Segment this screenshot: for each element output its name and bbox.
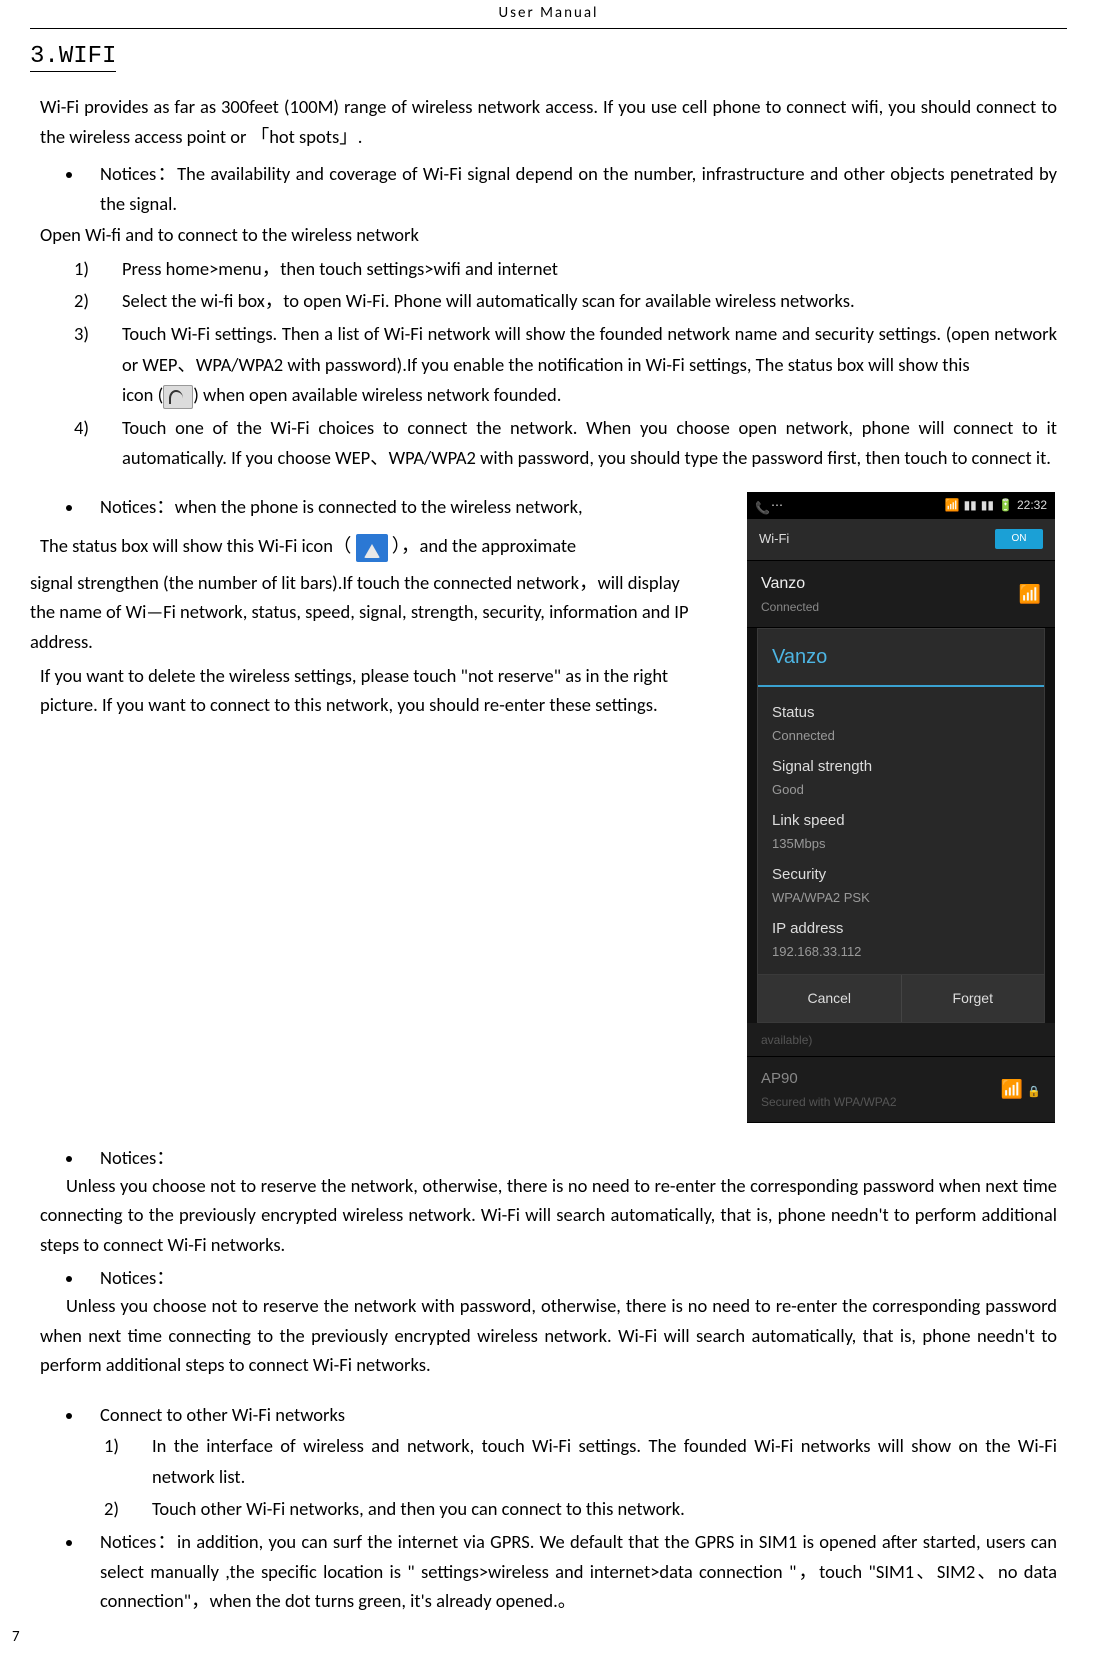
other-step-number-2: 2) bbox=[100, 1494, 152, 1524]
cancel-button[interactable]: Cancel bbox=[758, 975, 902, 1021]
section-title: 3.WIFI bbox=[30, 43, 116, 72]
notice-1: Notices：The availability and coverage of… bbox=[100, 159, 1057, 218]
bullet-icon bbox=[66, 505, 72, 511]
wifi-toggle[interactable]: ON bbox=[995, 529, 1043, 549]
step-4: Touch one of the Wi-Fi choices to connec… bbox=[122, 413, 1057, 474]
field-ip-value: 192.168.33.112 bbox=[772, 942, 1030, 963]
step-number-1: 1) bbox=[70, 254, 122, 284]
field-speed-value: 135Mbps bbox=[772, 834, 1030, 855]
wifi-strength-icon: 📶 bbox=[1019, 580, 1041, 609]
field-ip-label: IP address bbox=[772, 917, 1030, 941]
delete-paragraph: If you want to delete the wireless setti… bbox=[40, 661, 700, 720]
status-line-after: ），and the approximate bbox=[392, 534, 576, 557]
wifi-strength-icon: 📶🔒 bbox=[1001, 1075, 1041, 1104]
wifi-connected-icon bbox=[356, 534, 388, 562]
intro-paragraph: Wi-Fi provides as far as 300feet (100M) … bbox=[40, 92, 1057, 151]
notice-3-text: Unless you choose not to reserve the net… bbox=[40, 1171, 1057, 1260]
signal-icon: ▮▮ bbox=[964, 496, 977, 515]
other-step-1: In the interface of wireless and network… bbox=[152, 1431, 1057, 1492]
page-header: User Manual bbox=[30, 0, 1067, 29]
field-security-value: WPA/WPA2 PSK bbox=[772, 888, 1030, 909]
section-name: WIFI bbox=[59, 43, 117, 70]
lock-icon: 🔒 bbox=[1023, 1086, 1041, 1098]
other-step-number-1: 1) bbox=[100, 1431, 152, 1461]
connected-network-sub: Connected bbox=[761, 598, 819, 617]
battery-icon: 🔋 bbox=[998, 496, 1013, 515]
bullet-icon bbox=[66, 172, 72, 178]
other-network-name: AP90 bbox=[761, 1067, 897, 1091]
notice-4-text: Unless you choose not to reserve the net… bbox=[40, 1291, 1057, 1380]
open-wifi-line: Open Wi-fi and to connect to the wireles… bbox=[40, 220, 1057, 250]
phone-screenshot: 📞 ⋯ 📶 ▮▮ ▮▮ 🔋 22:32 Wi-Fi ON bbox=[747, 492, 1055, 1124]
popup-title: Vanzo bbox=[758, 629, 1044, 687]
dots-icon: ⋯ bbox=[771, 496, 783, 515]
notice-2: Notices：when the phone is connected to t… bbox=[100, 492, 727, 522]
step-number-4: 4) bbox=[70, 413, 122, 443]
forget-button[interactable]: Forget bbox=[902, 975, 1045, 1021]
other-network-sub: Secured with WPA/WPA2 bbox=[761, 1093, 897, 1112]
status-time: 22:32 bbox=[1017, 496, 1047, 515]
step-2: Select the wi-fi box，to open Wi-Fi. Phon… bbox=[122, 286, 1057, 317]
step3-tail-before: icon ( bbox=[122, 383, 163, 406]
step-number-2: 2) bbox=[70, 286, 122, 316]
field-status-label: Status bbox=[772, 701, 1030, 725]
signal-icon: ▮▮ bbox=[981, 496, 994, 515]
other-network-row[interactable]: AP90 Secured with WPA/WPA2 📶🔒 bbox=[747, 1057, 1055, 1123]
status-line-before: The status box will show this Wi-Fi icon… bbox=[40, 534, 351, 557]
bullet-icon bbox=[66, 1156, 72, 1162]
bullet-icon bbox=[66, 1276, 72, 1282]
field-signal-value: Good bbox=[772, 780, 1030, 801]
field-signal-label: Signal strength bbox=[772, 755, 1030, 779]
signal-paragraph: signal strengthen (the number of lit bar… bbox=[30, 568, 690, 657]
step-number-3: 3) bbox=[70, 319, 122, 349]
other-step-2: Touch other Wi-Fi networks, and then you… bbox=[152, 1494, 1057, 1525]
status-left-icons: 📞 ⋯ bbox=[755, 496, 783, 515]
notice-3-label: Notices： bbox=[100, 1143, 1057, 1173]
wifi-status-icon: 📶 bbox=[945, 496, 960, 515]
step3-tail-after: ) when open available wireless network f… bbox=[193, 383, 561, 406]
step-3: Touch Wi-Fi settings. Then a list of Wi-… bbox=[122, 319, 1057, 411]
step-1: Press home>menu，then touch settings>wifi… bbox=[122, 254, 1057, 285]
wifi-screen-label: Wi-Fi bbox=[759, 529, 789, 550]
network-details-popup: Vanzo Status Connected Signal strength G… bbox=[757, 628, 1045, 1022]
connected-network-name[interactable]: Vanzo bbox=[761, 571, 819, 597]
page-number: 7 bbox=[12, 1628, 20, 1646]
bullet-icon bbox=[66, 1540, 72, 1546]
notice-4-label: Notices： bbox=[100, 1263, 1057, 1293]
connect-other-label: Connect to other Wi-Fi networks bbox=[100, 1400, 1057, 1430]
phone-icon: 📞 bbox=[755, 499, 767, 511]
field-speed-label: Link speed bbox=[772, 809, 1030, 833]
wifi-available-icon bbox=[163, 385, 193, 409]
available-label: available) bbox=[761, 1031, 812, 1050]
bullet-icon bbox=[66, 1413, 72, 1419]
field-security-label: Security bbox=[772, 863, 1030, 887]
section-number: 3. bbox=[30, 43, 59, 70]
notice-5: Notices：in addition, you can surf the in… bbox=[100, 1527, 1057, 1616]
field-status-value: Connected bbox=[772, 726, 1030, 747]
